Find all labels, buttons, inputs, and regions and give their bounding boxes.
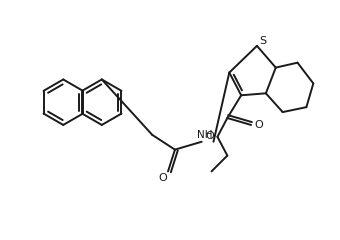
Text: O: O: [159, 173, 168, 183]
Text: NH: NH: [197, 130, 212, 140]
Text: S: S: [259, 36, 267, 46]
Text: O: O: [255, 120, 264, 130]
Text: O: O: [205, 131, 214, 141]
